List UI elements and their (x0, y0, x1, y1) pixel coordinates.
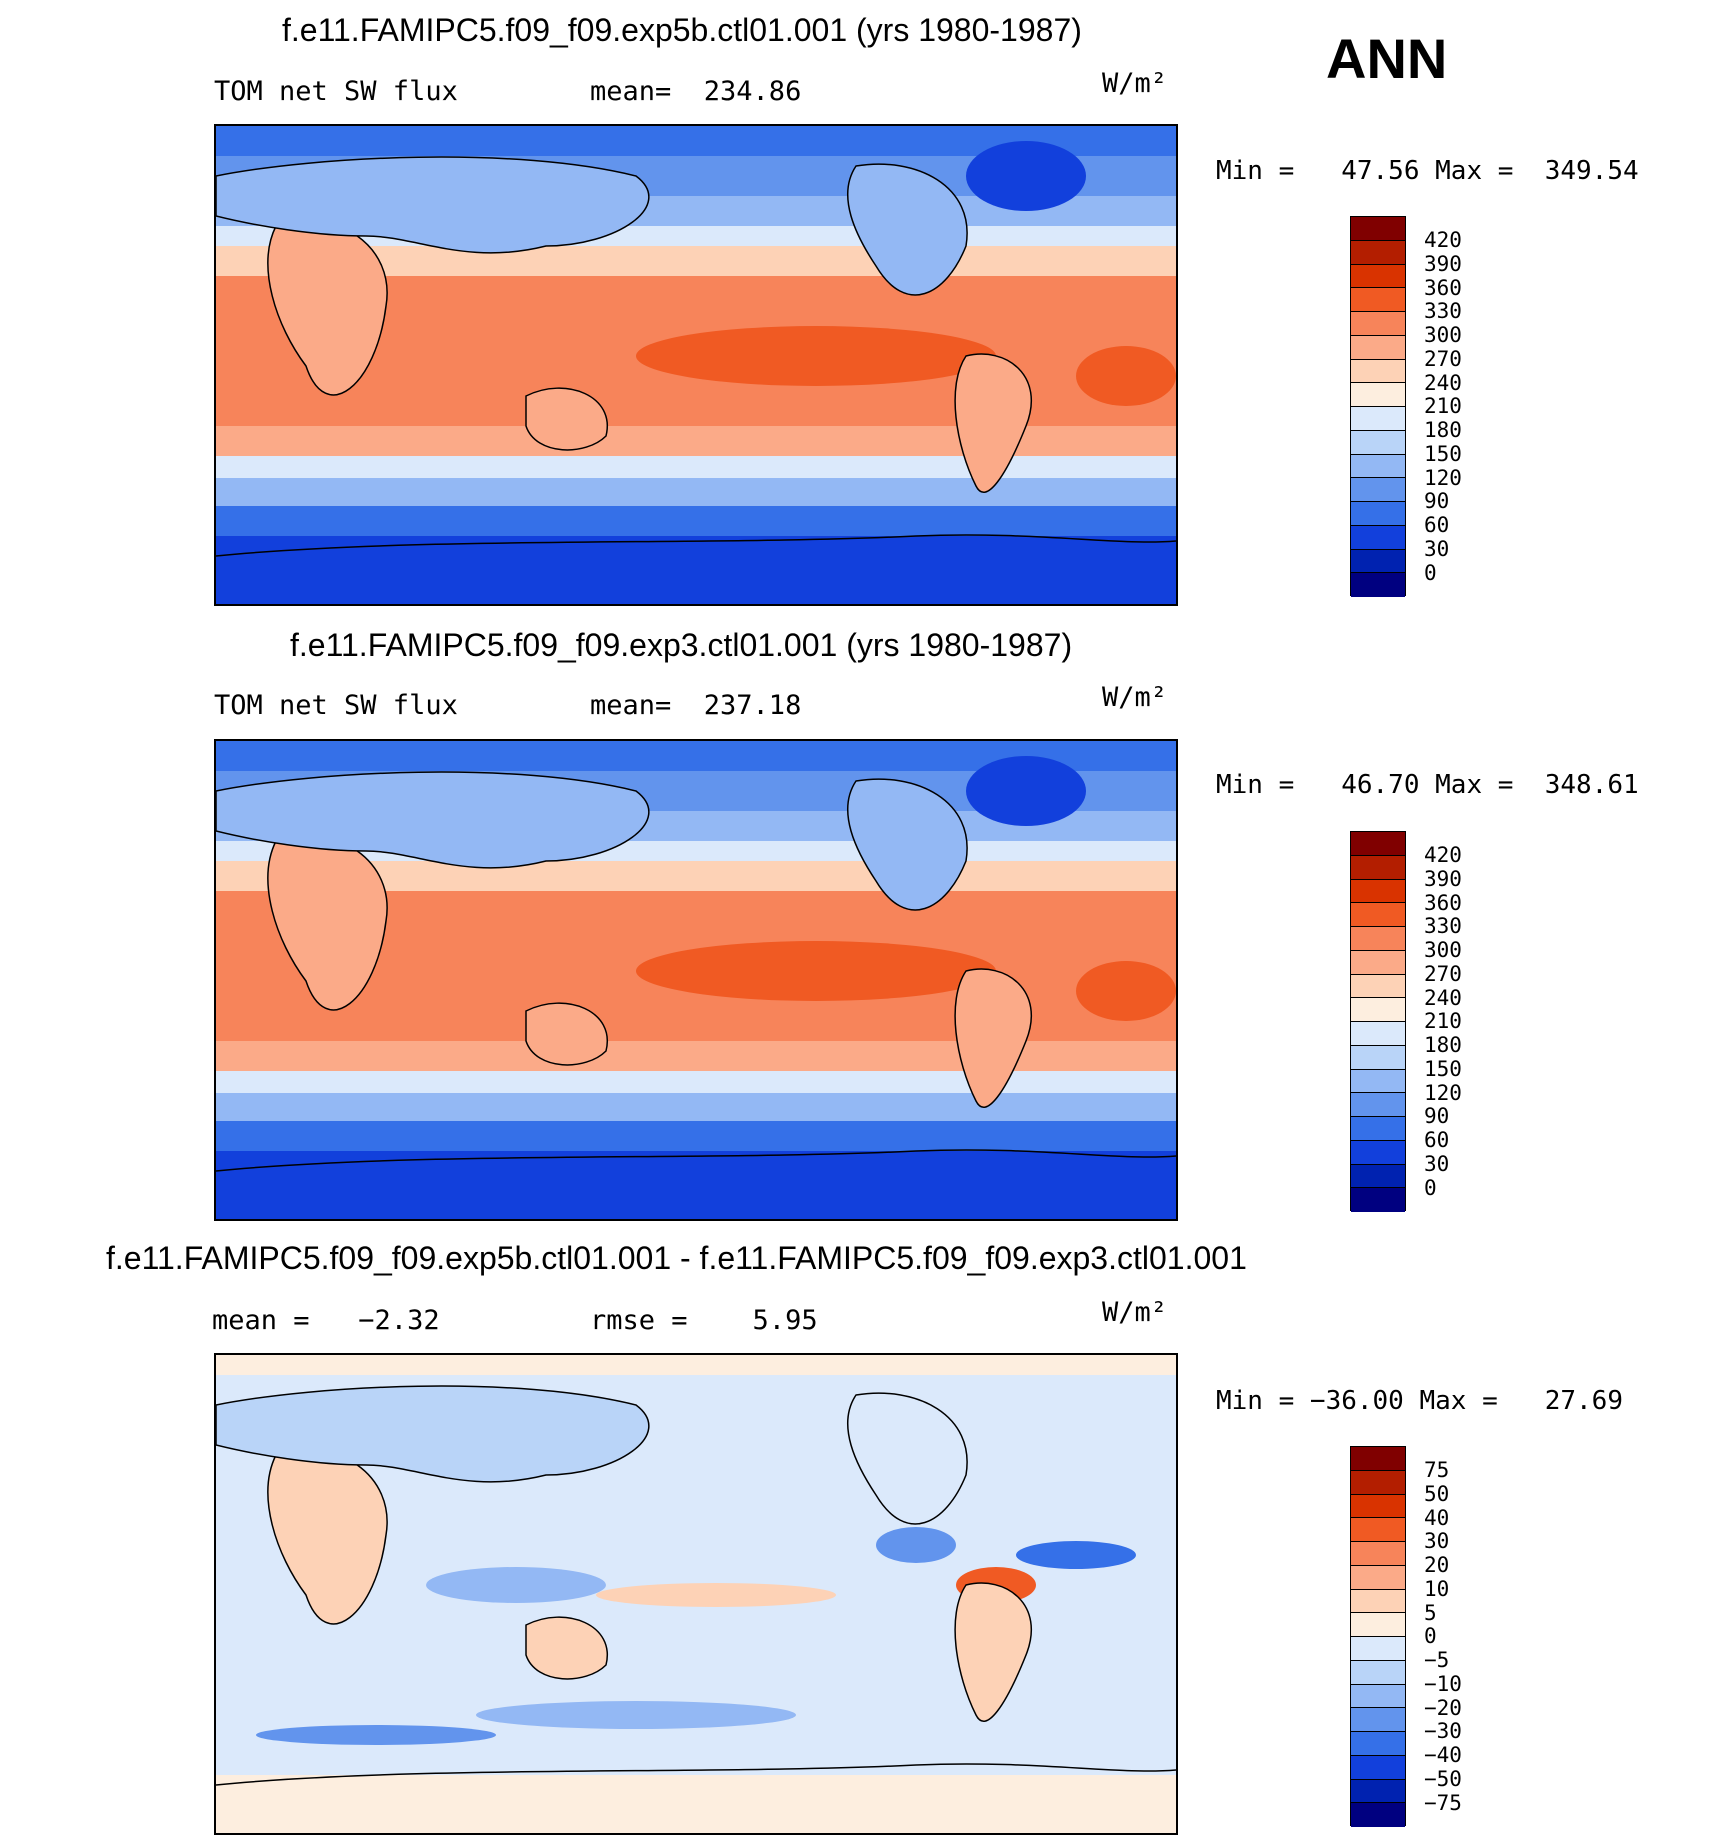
colorbar (1350, 1446, 1406, 1827)
colorbar-tick: 270 (1424, 961, 1462, 986)
rmse-label: rmse = 5.95 (590, 1305, 818, 1336)
colorbar-tick: −40 (1424, 1743, 1462, 1767)
colorbar-tick: 180 (1424, 418, 1462, 442)
colorbar-tick: 360 (1424, 275, 1462, 300)
colorbar-tick: 50 (1424, 1481, 1450, 1506)
colorbar-tick: 360 (1424, 890, 1462, 915)
colorbar-tick: 150 (1424, 441, 1462, 466)
colorbar-tick: 20 (1424, 1553, 1450, 1577)
colorbar-tick: 150 (1424, 1056, 1462, 1081)
world-map (214, 124, 1178, 606)
colorbar-tick: 0 (1424, 1175, 1437, 1200)
colorbar-tick: 90 (1424, 489, 1450, 514)
variable-label: TOM net SW flux (214, 76, 458, 107)
colorbar-tick: 0 (1424, 1624, 1437, 1649)
colorbar-tick: 40 (1424, 1505, 1450, 1530)
colorbar-tick: 75 (1424, 1458, 1450, 1482)
colorbar-tick: 390 (1424, 866, 1462, 891)
colorbar-tick: −50 (1424, 1766, 1462, 1791)
colorbar-tick: 30 (1424, 1151, 1450, 1176)
colorbar-tick: −10 (1424, 1671, 1462, 1696)
colorbar-tick: 420 (1424, 843, 1462, 867)
colorbar (1350, 831, 1406, 1212)
mean-label: mean= 237.18 (590, 690, 802, 721)
colorbar-tick: −30 (1424, 1719, 1462, 1744)
colorbar-tick: 90 (1424, 1104, 1450, 1129)
colorbar-tick: 180 (1424, 1033, 1462, 1057)
colorbar-tick: 120 (1424, 465, 1462, 490)
minmax-label: Min = 47.56 Max = 349.54 (1216, 156, 1639, 186)
panel-title: f.e11.FAMIPC5.f09_f09.exp5b.ctl01.001 - … (106, 1240, 1247, 1276)
colorbar-tick: 390 (1424, 251, 1462, 276)
season-label: ANN (1326, 27, 1448, 90)
colorbar-tick: 210 (1424, 1009, 1462, 1034)
colorbar-tick: 60 (1424, 513, 1450, 537)
panel-title: f.e11.FAMIPC5.f09_f09.exp5b.ctl01.001 (y… (282, 12, 1082, 48)
colorbar-tick: −75 (1424, 1790, 1462, 1815)
minmax-label: Min = −36.00 Max = 27.69 (1216, 1386, 1623, 1416)
panel-title: f.e11.FAMIPC5.f09_f09.exp3.ctl01.001 (yr… (290, 627, 1073, 663)
colorbar-tick: 5 (1424, 1600, 1437, 1625)
mean-label: mean= 234.86 (590, 76, 802, 107)
colorbar-tick: 240 (1424, 985, 1462, 1010)
colorbar-tick: 0 (1424, 560, 1437, 585)
colorbar-tick: −20 (1424, 1695, 1462, 1720)
colorbar-tick: 300 (1424, 323, 1462, 347)
units-label: W/m² (1102, 1297, 1168, 1328)
map-field (216, 1355, 1176, 1833)
minmax-label: Min = 46.70 Max = 348.61 (1216, 770, 1639, 800)
colorbar-tick: 420 (1424, 228, 1462, 252)
colorbar-tick: 300 (1424, 938, 1462, 962)
colorbar-tick: −5 (1424, 1648, 1450, 1672)
colorbar-tick: 270 (1424, 346, 1462, 371)
colorbar-tick: 30 (1424, 536, 1450, 561)
mean-label: mean = −2.32 (212, 1305, 440, 1336)
units-label: W/m² (1102, 68, 1168, 99)
colorbar-tick: 120 (1424, 1080, 1462, 1105)
world-map (214, 1353, 1178, 1835)
map-field (216, 741, 1176, 1219)
variable-label: TOM net SW flux (214, 690, 458, 721)
colorbar-tick: 330 (1424, 914, 1462, 939)
colorbar-tick: 30 (1424, 1529, 1450, 1554)
colorbar-tick: 210 (1424, 394, 1462, 419)
colorbar-tick: 330 (1424, 299, 1462, 324)
colorbar (1350, 216, 1406, 597)
units-label: W/m² (1102, 682, 1168, 713)
colorbar-tick: 240 (1424, 370, 1462, 395)
colorbar-tick: 10 (1424, 1576, 1450, 1601)
map-field (216, 126, 1176, 604)
world-map (214, 739, 1178, 1221)
colorbar-tick: 60 (1424, 1128, 1450, 1152)
